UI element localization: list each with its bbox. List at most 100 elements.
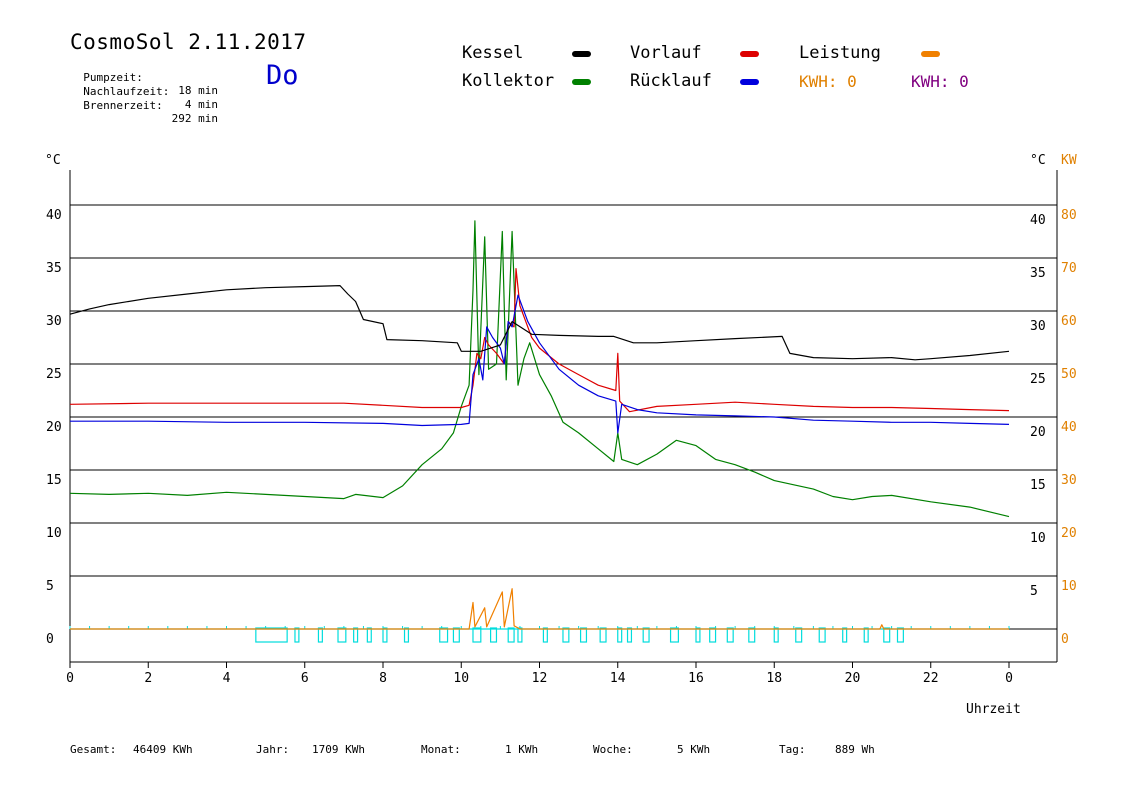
- pump-interval: [337, 627, 347, 643]
- x-tick-label: 10: [453, 671, 469, 686]
- y-tick-label-left: 35: [46, 261, 62, 276]
- pump-interval: [294, 627, 300, 643]
- pump-interval: [626, 627, 633, 643]
- stat-label: Pumpzeit:: [83, 71, 143, 84]
- y-tick-label-left: 0: [46, 632, 54, 647]
- y-tick-label-kw: 70: [1061, 261, 1077, 276]
- stat-label: Nachlaufzeit:: [83, 85, 170, 98]
- pump-interval: [896, 627, 904, 643]
- pump-interval: [255, 627, 288, 643]
- x-tick-label: 16: [688, 671, 704, 686]
- y-tick-label-kw: 0: [1061, 632, 1069, 647]
- y-tick-label-left: 5: [46, 579, 54, 594]
- pump-interval: [642, 627, 650, 643]
- legend-swatch-ruecklauf: [740, 79, 759, 85]
- legend-swatch-kessel: [572, 51, 591, 57]
- y-tick-label-right: 20: [1030, 425, 1046, 440]
- legend-label-leistung: Leistung: [799, 43, 881, 63]
- pump-interval: [507, 627, 515, 643]
- pump-interval: [695, 627, 701, 643]
- pump-interval: [579, 627, 588, 643]
- weekday-label: Do: [266, 60, 299, 91]
- y-tick-label-left: 20: [46, 420, 62, 435]
- series-line-kessel: [69, 285, 1010, 361]
- x-tick-label: 4: [223, 671, 231, 686]
- y-tick-label-kw: 10: [1061, 579, 1077, 594]
- y-tick-label-left: 25: [46, 367, 62, 382]
- y-tick-label-kw: 80: [1061, 208, 1077, 223]
- footer-tag-value: 889 Wh: [835, 743, 875, 756]
- left-axis-unit: °C: [45, 153, 61, 168]
- footer-monat-value: 1 KWh: [505, 743, 539, 756]
- pump-interval: [542, 627, 548, 643]
- pump-interval: [439, 627, 449, 643]
- footer-jahr-label: Jahr:: [256, 743, 290, 756]
- y-tick-label-kw: 50: [1061, 367, 1077, 382]
- kwh-value-1: KWH: 0: [799, 72, 857, 91]
- pump-interval: [773, 627, 779, 643]
- stat-label: Brennerzeit:: [83, 99, 163, 112]
- pump-interval: [452, 627, 460, 643]
- y-tick-label-kw: 20: [1061, 526, 1077, 541]
- stat-pumpzeit: Pumpzeit: 18 min: [70, 58, 218, 97]
- pump-interval: [726, 627, 734, 643]
- pump-interval: [517, 627, 523, 643]
- legend-label-vorlauf: Vorlauf: [630, 43, 702, 63]
- x-tick-label: 14: [610, 671, 626, 686]
- x-tick-label: 22: [923, 671, 939, 686]
- kwh-value-2: KWH: 0: [911, 72, 969, 91]
- x-axis-label: Uhrzeit: [966, 702, 1021, 717]
- pump-interval: [353, 627, 359, 643]
- stat-value: 4 min: [184, 98, 218, 111]
- x-tick-label: 18: [766, 671, 782, 686]
- pump-interval: [883, 627, 891, 643]
- y-tick-label-right: 10: [1030, 531, 1046, 546]
- pump-interval: [709, 627, 717, 643]
- y-tick-label-kw: 60: [1061, 314, 1077, 329]
- x-tick-label: 20: [845, 671, 861, 686]
- x-tick-label: 0: [1005, 671, 1013, 686]
- pump-interval: [795, 627, 803, 643]
- pump-interval: [748, 627, 756, 643]
- footer-tag-label: Tag:: [779, 743, 806, 756]
- series-line-kollektor: [69, 220, 1010, 518]
- pump-interval: [403, 627, 410, 643]
- legend-swatch-kollektor: [572, 79, 591, 85]
- right-axis-unit: °C: [1030, 153, 1046, 168]
- chart-title: CosmoSol 2.11.2017: [70, 30, 307, 54]
- pump-interval: [472, 627, 482, 643]
- x-tick-label: 6: [301, 671, 309, 686]
- stat-value: 18 min: [178, 84, 218, 97]
- y-tick-label-kw: 40: [1061, 420, 1077, 435]
- legend-label-kollektor: Kollektor: [462, 71, 555, 91]
- footer-monat-label: Monat:: [421, 743, 461, 756]
- footer-woche-label: Woche:: [593, 743, 633, 756]
- series-line-ruecklauf: [70, 294, 1010, 434]
- y-tick-label-left: 15: [46, 473, 62, 488]
- stat-brennerzeit: Brennerzeit: 292 min: [70, 86, 218, 125]
- right-axis-unit-kw: KW: [1061, 153, 1077, 168]
- pump-interval: [562, 627, 570, 643]
- pump-interval: [366, 627, 372, 643]
- pump-interval: [818, 627, 826, 643]
- legend-label-kessel: Kessel: [462, 43, 524, 63]
- y-tick-label-right: 40: [1030, 213, 1046, 228]
- series-line-leistung: [70, 588, 1009, 630]
- y-tick-label-right: 15: [1030, 478, 1046, 493]
- legend-swatch-vorlauf: [740, 51, 759, 57]
- y-tick-label-left: 40: [46, 208, 62, 223]
- pump-interval: [863, 627, 869, 643]
- x-tick-label: 0: [66, 671, 74, 686]
- series-line-vorlauf: [69, 268, 1010, 413]
- x-tick-label: 12: [532, 671, 548, 686]
- pump-interval: [317, 627, 323, 643]
- footer-gesamt-label: Gesamt:: [70, 743, 117, 756]
- stat-value: 292 min: [171, 112, 218, 125]
- footer-woche-value: 5 KWh: [677, 743, 711, 756]
- y-tick-label-right: 35: [1030, 266, 1046, 281]
- y-tick-label-right: 25: [1030, 372, 1046, 387]
- y-tick-label-right: 30: [1030, 319, 1046, 334]
- stat-nachlaufzeit: Nachlaufzeit: 4 min: [70, 72, 218, 111]
- x-tick-label: 2: [144, 671, 152, 686]
